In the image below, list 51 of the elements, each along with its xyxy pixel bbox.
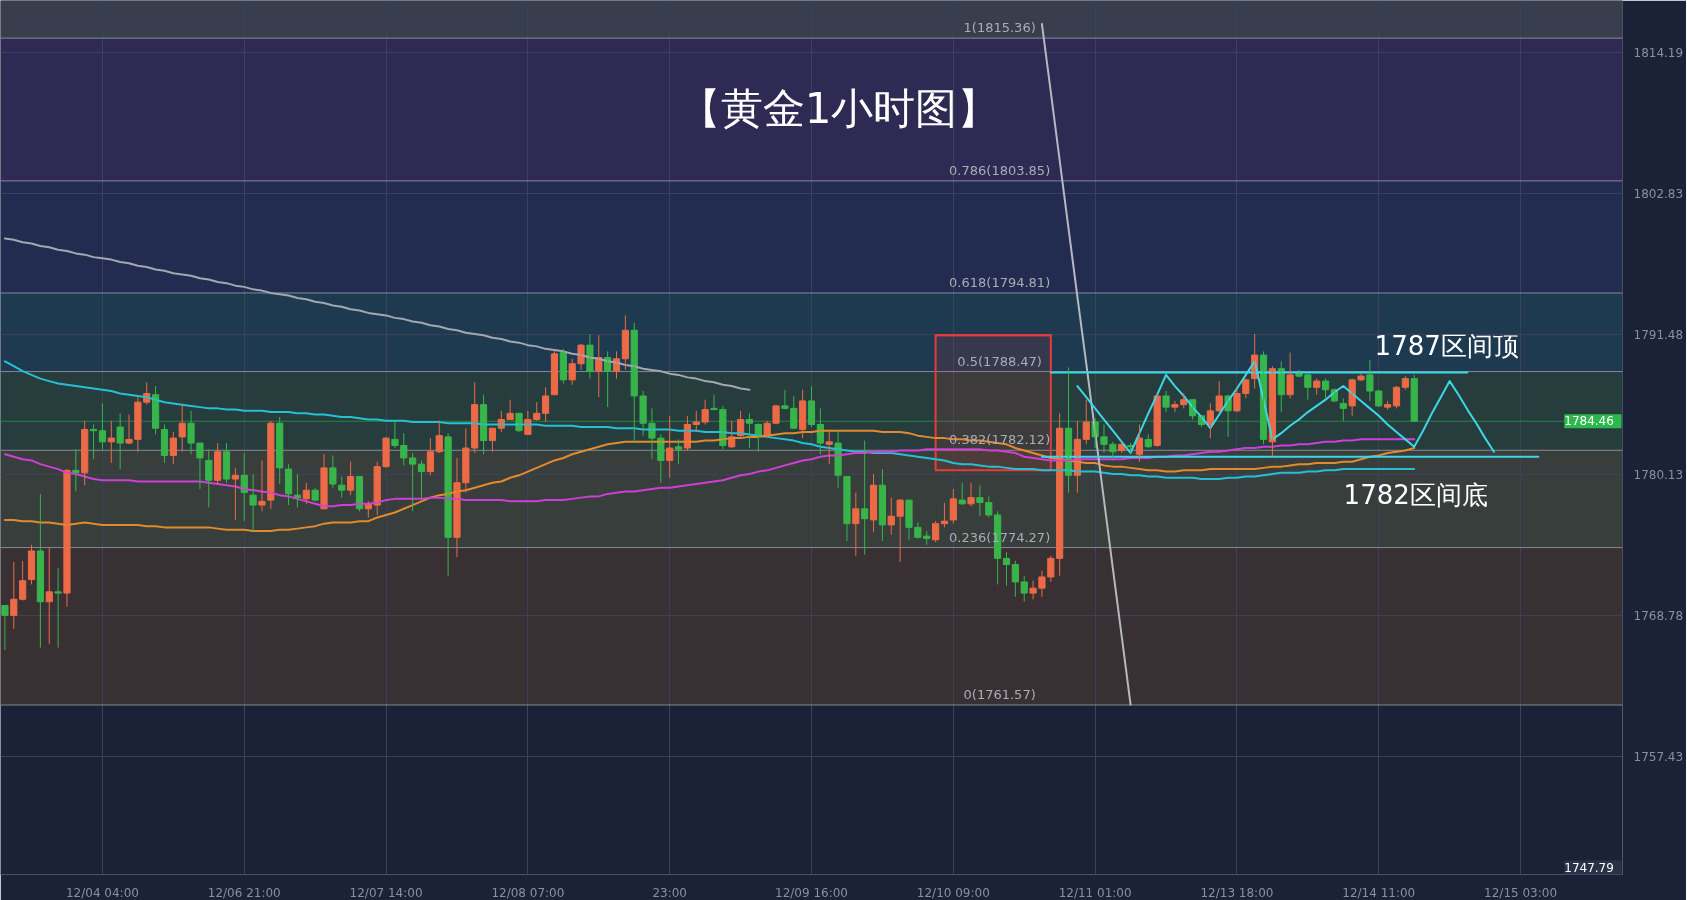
x-tick-label: 12/06 21:00: [207, 885, 281, 900]
y-tick-label: 1768.78: [1633, 609, 1684, 624]
candlestick: [178, 404, 186, 453]
x-tick-label: 12/04 04:00: [65, 885, 139, 900]
candlestick: [852, 492, 860, 557]
candlestick: [45, 546, 53, 645]
ref-line-label: 0.786(1803.85): [949, 162, 1051, 178]
annotation: 1787区间顶: [1374, 330, 1519, 361]
x-tick-label: 12/07 14:00: [349, 885, 423, 900]
y-tick-label: 1780.13: [1633, 468, 1684, 483]
candlestick: [825, 428, 833, 465]
ref-line-label: 1(1815.36): [963, 20, 1036, 36]
text: 【黄金1小时图】: [678, 83, 1000, 133]
candlestick: [54, 567, 62, 649]
annotation: 1747.79: [1564, 860, 1614, 875]
x-tick-label: 12/15 03:00: [1484, 885, 1558, 900]
candlestick: [958, 482, 966, 506]
candlestick: [116, 412, 124, 470]
x-tick-label: 12/13 18:00: [1200, 885, 1274, 900]
candlestick: [231, 467, 239, 521]
candlestick: [1410, 374, 1418, 423]
candlestick: [1384, 400, 1392, 411]
line-series: [3, 237, 751, 391]
y-tick-label: 1814.19: [1633, 46, 1684, 61]
candlestick: [205, 448, 213, 509]
x-tick-label: 12/09 16:00: [775, 885, 848, 900]
ref-line-label: 0(1761.57): [963, 687, 1036, 703]
y-tick-label: 1802.83: [1633, 187, 1684, 202]
candlestick: [674, 438, 683, 465]
candlestick: [293, 473, 302, 509]
candlestick: [1313, 378, 1321, 396]
candlestick: [267, 420, 275, 510]
x-tick-label: 12/10 09:00: [916, 885, 990, 900]
y-tick-label: 1757.43: [1633, 749, 1684, 764]
candlestick: [630, 322, 638, 444]
annotation: 1784.46: [1564, 414, 1614, 429]
x-tick-label: 12/11 01:00: [1058, 885, 1132, 900]
candlestick: [657, 433, 665, 484]
x-tick-label: 23:00: [652, 885, 687, 900]
candlestick: [1153, 392, 1161, 448]
candlestick: [1375, 389, 1383, 408]
candlestick: [311, 487, 319, 502]
ref-line-label: 0.5(1788.47): [957, 353, 1042, 369]
x-tick-label: 12/14 11:00: [1342, 885, 1416, 900]
candlestick: [745, 412, 754, 449]
y-tick-label: 1791.48: [1633, 327, 1684, 342]
annotation: 1782区间底: [1343, 480, 1488, 511]
ref-line-label: 0.618(1794.81): [949, 274, 1051, 290]
ref-line-label: 0.382(1782.12): [949, 432, 1051, 448]
candlestick: [1029, 580, 1037, 600]
x-tick-label: 12/08 07:00: [491, 885, 565, 900]
